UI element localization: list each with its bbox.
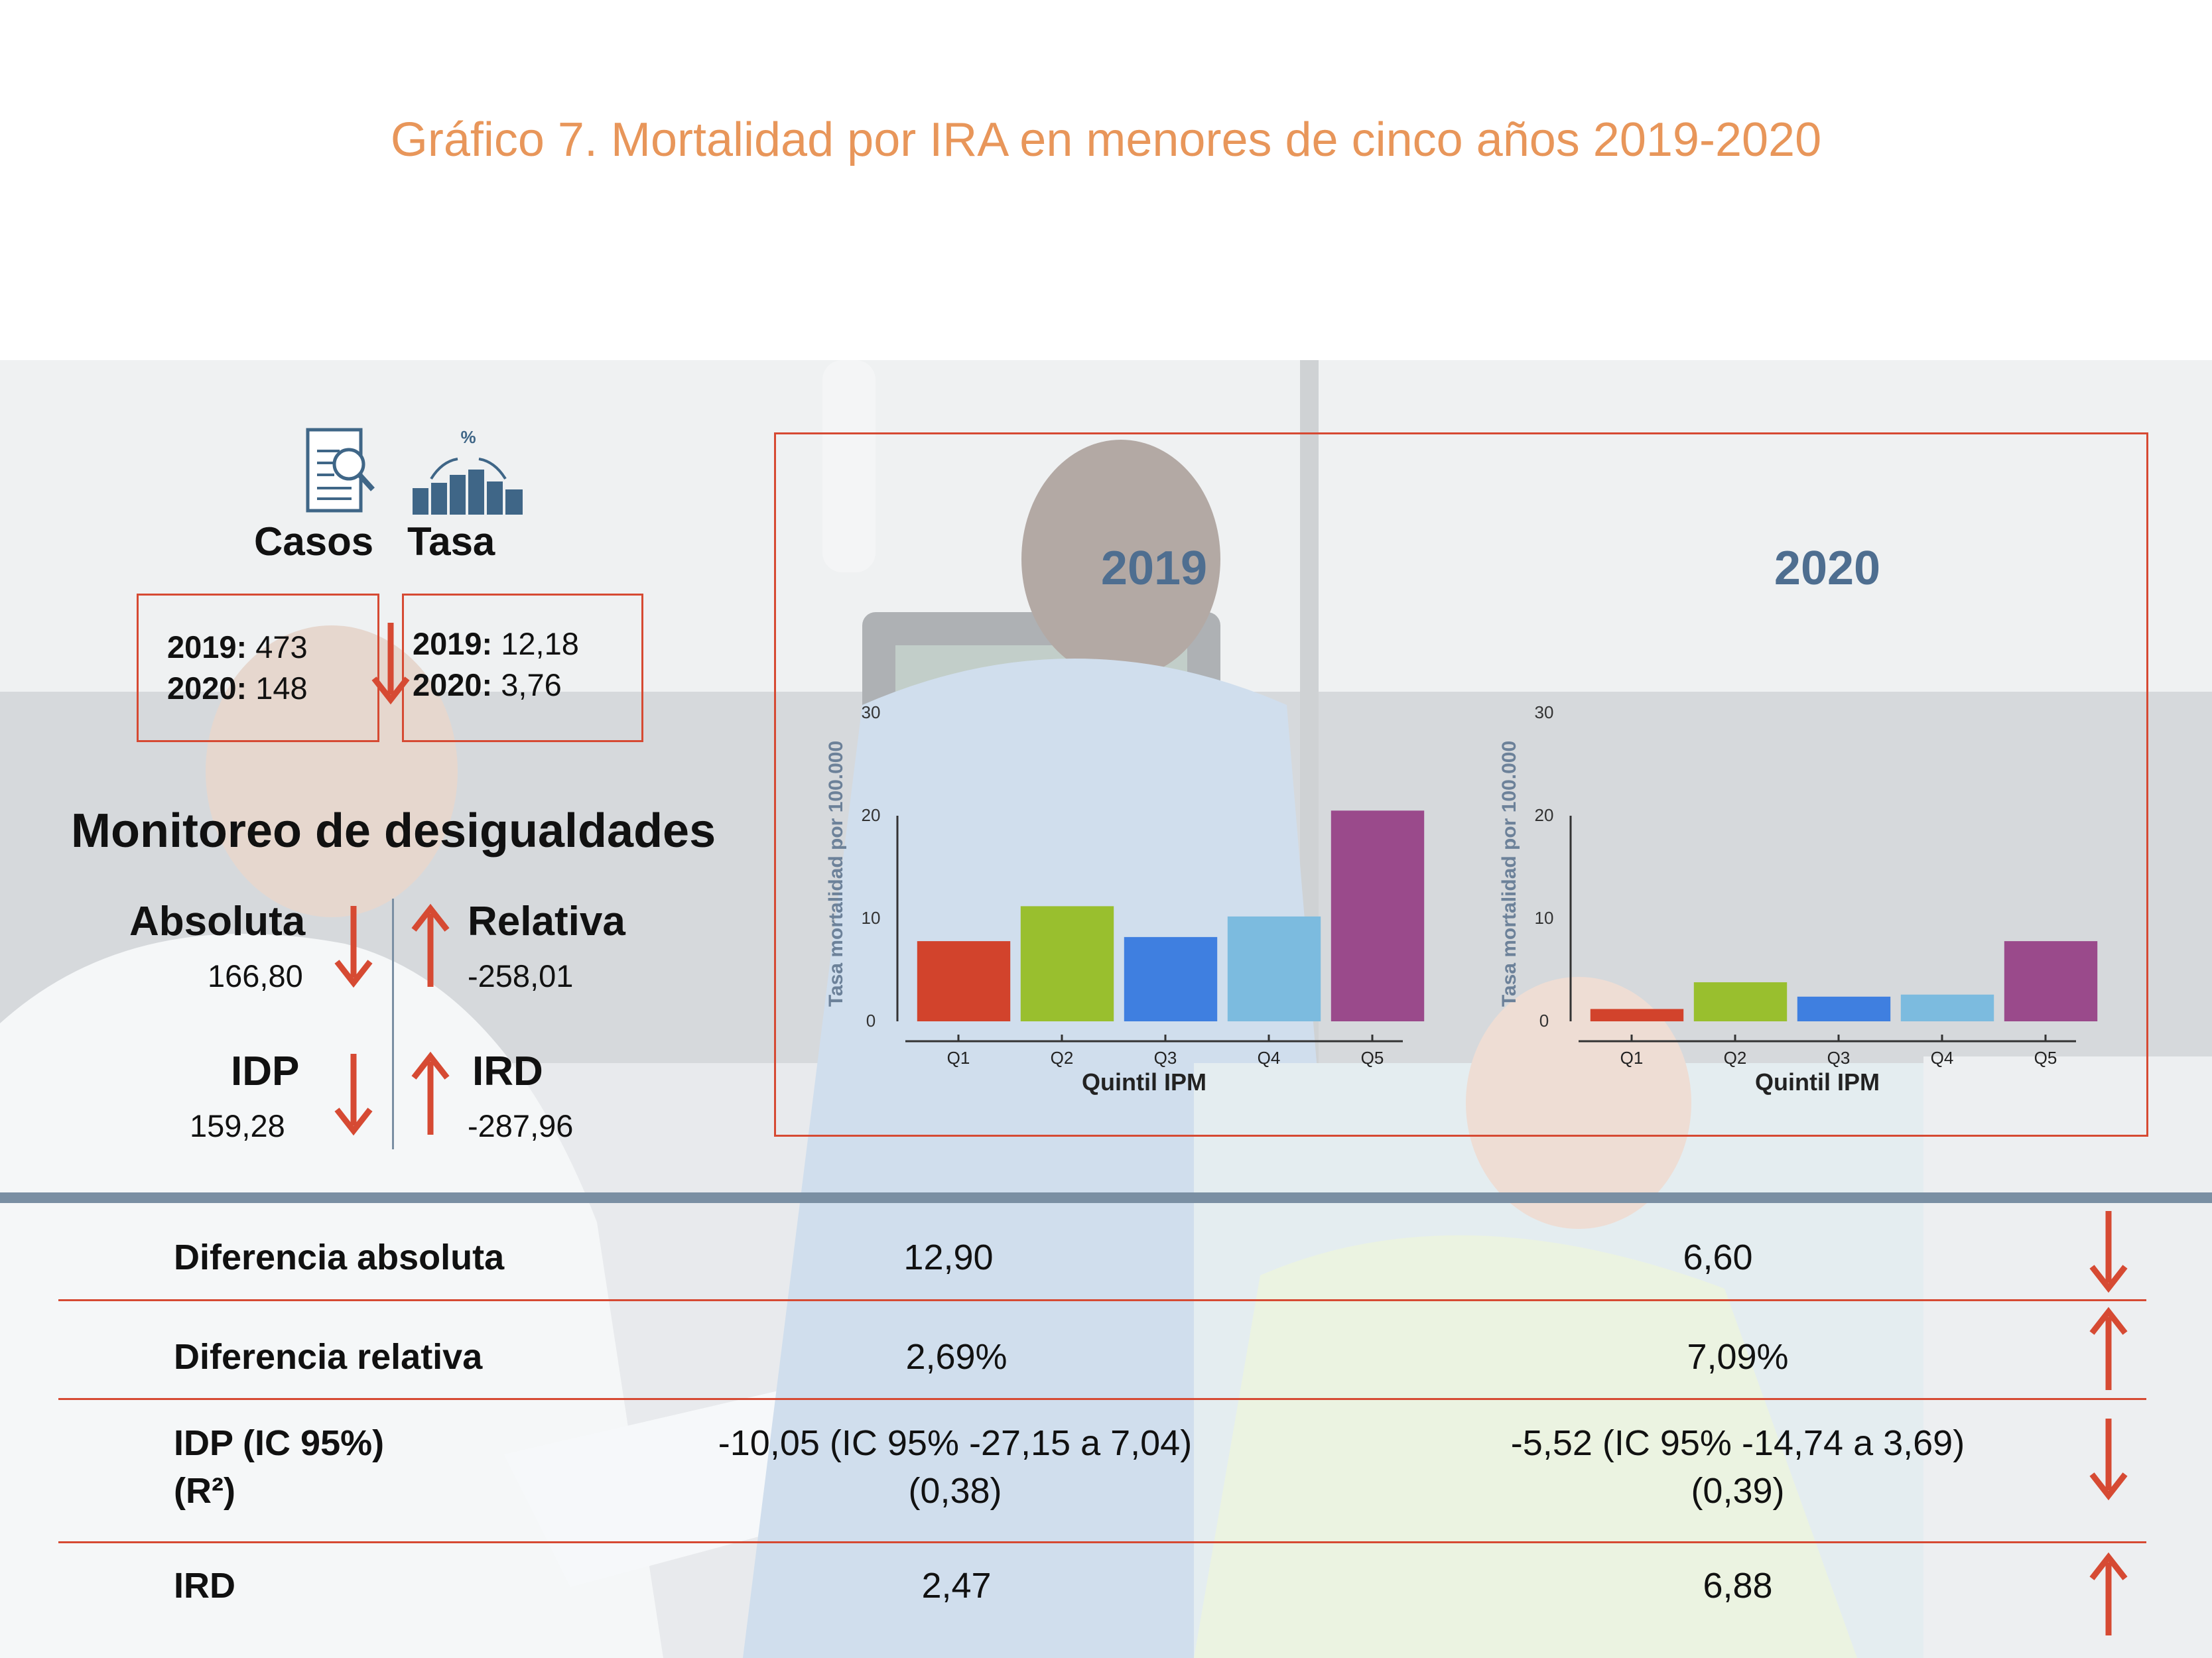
- chart-title: Gráfico 7. Mortalidad por IRA en menores…: [390, 113, 1822, 166]
- y-tick-label: 10: [862, 908, 881, 928]
- bar-q2: [1020, 906, 1114, 1021]
- idp-value: 159,28: [190, 1108, 285, 1143]
- x-tick-label: Q3: [1154, 1048, 1177, 1068]
- x-axis-label: Quintil IPM: [1082, 1068, 1206, 1096]
- cases-box: [137, 594, 379, 742]
- x-tick-label: Q2: [1051, 1048, 1074, 1068]
- relative-label: Relativa: [468, 899, 625, 944]
- trend-up-icon: [2089, 1307, 2128, 1390]
- row-2020-idp: -5,52 (IC 95% -14,74 a 3,69) (0,39): [1510, 1423, 1965, 1511]
- row-2020-relative-difference: 7,09%: [1687, 1337, 1789, 1377]
- x-tick-label: Q2: [1724, 1048, 1747, 1068]
- svg-text:%: %: [460, 427, 476, 447]
- cases-values: 2019: 473 2020: 148: [167, 629, 308, 706]
- bar-q3: [1124, 936, 1218, 1021]
- ird-value: -287,96: [468, 1108, 574, 1143]
- bar-q3: [1797, 996, 1891, 1021]
- bar-q4: [1900, 994, 1994, 1021]
- idp-label: IDP: [231, 1049, 300, 1094]
- trend-up-icon: [2089, 1552, 2128, 1635]
- row-2019-relative-difference: 2,69%: [905, 1337, 1008, 1377]
- absolute-value: 166,80: [208, 958, 303, 993]
- table-rule: [58, 1299, 2146, 1301]
- arrow-down-icon: [371, 623, 410, 705]
- x-axis-label: Quintil IPM: [1755, 1068, 1880, 1096]
- row-label-ird: IRD: [174, 1566, 235, 1606]
- y-tick-label: 30: [862, 702, 881, 722]
- x-tick-label: Q4: [1258, 1048, 1281, 1068]
- row-2019-ird: 2,47: [921, 1566, 992, 1606]
- bar-q5: [1331, 810, 1425, 1021]
- row-label-absolute-difference: Diferencia absoluta: [174, 1238, 505, 1277]
- bar-q5: [2004, 941, 2098, 1021]
- x-tick-label: Q4: [1931, 1048, 1954, 1068]
- bar-q1: [1590, 1009, 1684, 1021]
- y-axis-label: Tasa mortalidad por 100.000: [1498, 741, 1520, 1007]
- trend-down-icon: [2089, 1211, 2128, 1293]
- inequality-divider: [392, 899, 394, 1149]
- chart-2020: 0 10 20 30 Tasa mortalidad por 100.000 Q1 Q2 Q3…: [1498, 702, 2098, 1096]
- row-2020-absolute-difference: 6,60: [1683, 1238, 1753, 1277]
- arrow-down-icon: [334, 906, 373, 988]
- x-tick-label: Q5: [2034, 1048, 2057, 1068]
- bar-q4: [1227, 916, 1321, 1021]
- row-label-idp: IDP (IC 95%) (R²): [174, 1423, 385, 1511]
- document-search-icon: [306, 428, 375, 513]
- x-tick-label: Q1: [1620, 1048, 1644, 1068]
- table-rule: [58, 1541, 2146, 1543]
- rate-values: 2019: 12,18 2020: 3,76: [413, 626, 579, 702]
- table-rule: [58, 1398, 2146, 1400]
- row-label-relative-difference: Diferencia relativa: [174, 1337, 483, 1377]
- relative-value: -258,01: [468, 958, 574, 993]
- arrow-up-icon: [411, 1051, 450, 1135]
- row-2019-absolute-difference: 12,90: [903, 1238, 994, 1277]
- y-tick-label: 0: [1539, 1011, 1549, 1031]
- x-tick-label: Q3: [1827, 1048, 1851, 1068]
- x-tick-label: Q1: [947, 1048, 970, 1068]
- arrow-up-icon: [411, 903, 450, 987]
- y-tick-label: 20: [862, 805, 881, 825]
- x-tick-label: Q5: [1361, 1048, 1384, 1068]
- y-tick-label: 10: [1535, 908, 1554, 928]
- chart-2019: 0 10 20 30 Tasa mortalidad por 100.000 Q1 Q2 Q3…: [825, 702, 1425, 1096]
- bar-q2: [1693, 982, 1788, 1021]
- charts-frame: [774, 432, 2148, 1137]
- y-tick-label: 30: [1535, 702, 1554, 722]
- rate-chart-icon: %: [413, 427, 523, 515]
- absolute-label: Absoluta: [129, 899, 306, 944]
- y-axis-label: Tasa mortalidad por 100.000: [825, 741, 847, 1007]
- cases-label: Casos: [254, 519, 374, 564]
- row-2019-idp: -10,05 (IC 95% -27,15 a 7,04) (0,38): [718, 1423, 1193, 1511]
- y-tick-label: 0: [866, 1011, 876, 1031]
- section-divider: [0, 1192, 2212, 1203]
- bar-q1: [917, 941, 1011, 1021]
- chart-2019-title: 2019: [1100, 542, 1208, 595]
- row-2020-ird: 6,88: [1703, 1566, 1773, 1606]
- ird-label: IRD: [472, 1049, 543, 1094]
- rate-label: Tasa: [407, 519, 495, 564]
- y-tick-label: 20: [1535, 805, 1554, 825]
- trend-down-icon: [2089, 1419, 2128, 1501]
- chart-2020-title: 2020: [1774, 542, 1881, 595]
- arrow-down-icon: [334, 1054, 373, 1136]
- rate-box: [402, 594, 643, 742]
- inequality-title: Monitoreo de desigualdades: [71, 804, 716, 858]
